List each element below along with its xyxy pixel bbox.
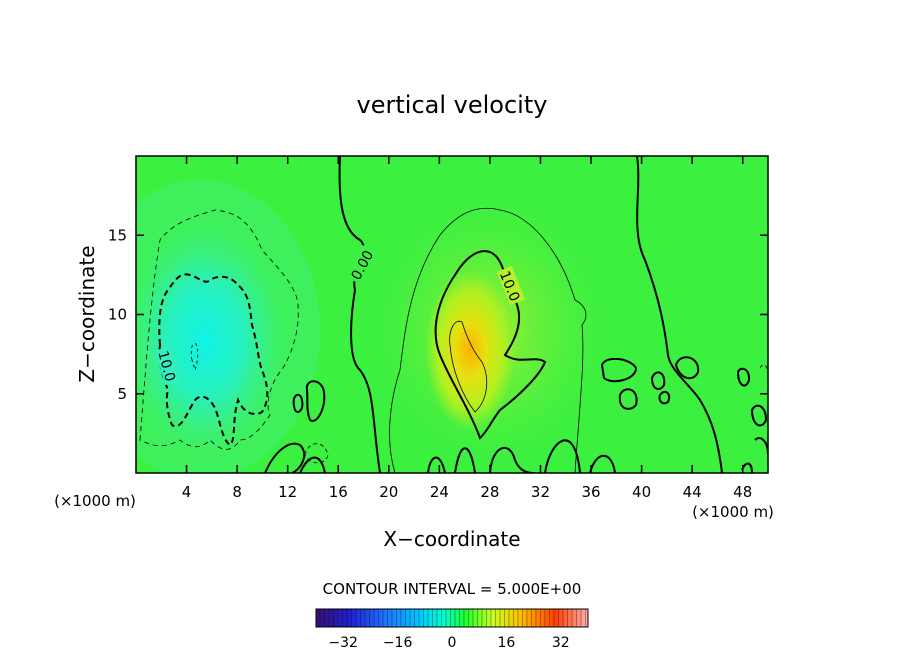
x-tick-label: 48 xyxy=(733,483,752,501)
colorbar-tick-label: 0 xyxy=(448,635,457,651)
x-unit-right: (×1000 m) xyxy=(692,503,774,521)
colorbar-tick-label: 16 xyxy=(497,635,515,651)
x-tick-label: 32 xyxy=(531,483,550,501)
y-tick-label: 15 xyxy=(108,226,127,244)
x-axis-ticks: 4 8 12 16 20 24 28 32 36 40 44 48 xyxy=(182,156,752,501)
x-tick-label: 12 xyxy=(278,483,297,501)
plot-area xyxy=(136,156,768,473)
zero-contour-right xyxy=(636,156,723,473)
colorbar-ticks: −32 −16 0 16 32 xyxy=(328,635,569,651)
colorbar xyxy=(315,608,589,628)
contour-5-updraft xyxy=(389,207,587,473)
contour-neg15-downdraft xyxy=(190,343,199,372)
contour-15-updraft xyxy=(449,320,488,413)
y-tick-label: 5 xyxy=(117,385,127,403)
zero-contour-bottom-blobs xyxy=(264,439,616,473)
x-tick-label: 16 xyxy=(329,483,348,501)
downdraft-halo xyxy=(136,180,320,473)
contour-neg10-downdraft xyxy=(158,273,269,447)
colorbar-tick-label: 32 xyxy=(552,635,570,651)
x-tick-label: 40 xyxy=(632,483,651,501)
chart-title: vertical velocity xyxy=(357,91,548,119)
x-tick-label: 8 xyxy=(232,483,242,501)
x-tick-label: 24 xyxy=(430,483,449,501)
x-tick-label: 4 xyxy=(182,483,192,501)
updraft-core xyxy=(425,270,515,430)
y-tick-label: 10 xyxy=(108,306,127,324)
contour-neg5-downdraft xyxy=(139,209,299,450)
x-tick-label: 28 xyxy=(480,483,499,501)
colorbar-stripes xyxy=(316,609,588,627)
contour-interval-text: CONTOUR INTERVAL = 5.000E+00 xyxy=(323,580,582,598)
colorbar-frame xyxy=(315,608,589,628)
x-tick-label: 20 xyxy=(379,483,398,501)
zero-contour-left xyxy=(338,156,381,473)
x-tick-label: 44 xyxy=(683,483,702,501)
contour-label-ten-downdraft: 10.0 xyxy=(154,346,181,386)
colorbar-tick-label: −32 xyxy=(328,635,358,651)
contour-label-ten-downdraft-text: 10.0 xyxy=(154,349,178,383)
x-unit-left: (×1000 m) xyxy=(54,492,136,510)
y-axis-label: Z−coordinate xyxy=(75,245,99,382)
x-tick-label: 36 xyxy=(581,483,600,501)
colorbar-tick-label: −16 xyxy=(383,635,413,651)
y-axis-ticks: 5 10 15 xyxy=(108,226,768,403)
zero-contour-small-loops xyxy=(292,356,768,473)
x-axis-label: X−coordinate xyxy=(383,527,520,551)
